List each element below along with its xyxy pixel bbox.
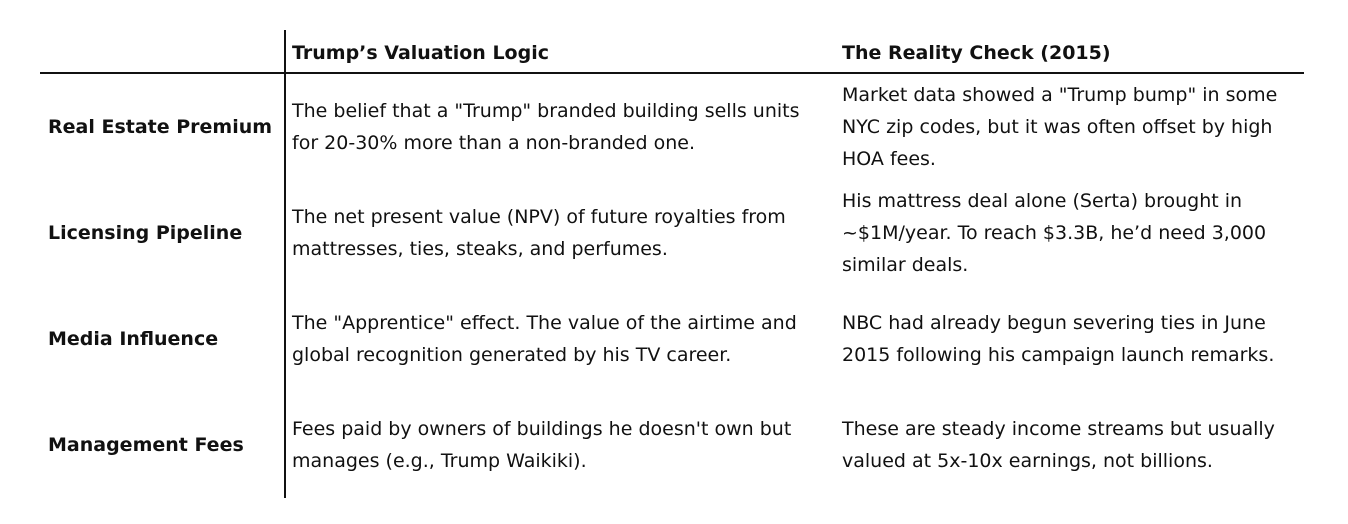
logic-cell: The belief that a "Trump" branded buildi…	[292, 74, 827, 180]
logic-text: The "Apprentice" effect. The value of th…	[292, 312, 797, 366]
logic-text: The net present value (NPV) of future ro…	[292, 206, 786, 260]
header-reality-check: The Reality Check (2015)	[842, 42, 1111, 64]
reality-cell: These are steady income streams but usua…	[842, 392, 1302, 498]
reality-cell: NBC had already begun severing ties in J…	[842, 286, 1302, 392]
reality-text: NBC had already begun severing ties in J…	[842, 312, 1275, 366]
table-row: Real Estate Premium The belief that a "T…	[40, 74, 1304, 180]
reality-text: These are steady income streams but usua…	[842, 418, 1275, 472]
header-divider	[40, 72, 1304, 74]
header-valuation-logic: Trump’s Valuation Logic	[292, 42, 549, 64]
table-row: Media Influence The "Apprentice" effect.…	[40, 286, 1304, 392]
logic-cell: Fees paid by owners of buildings he does…	[292, 392, 827, 498]
reality-text: Market data showed a "Trump bump" in som…	[842, 84, 1278, 170]
reality-cell: His mattress deal alone (Serta) brought …	[842, 180, 1302, 286]
logic-cell: The "Apprentice" effect. The value of th…	[292, 286, 827, 392]
logic-text: The belief that a "Trump" branded buildi…	[292, 100, 800, 154]
column-divider	[284, 30, 286, 498]
logic-cell: The net present value (NPV) of future ro…	[292, 180, 827, 286]
table-row: Licensing Pipeline The net present value…	[40, 180, 1304, 286]
table-row: Management Fees Fees paid by owners of b…	[40, 392, 1304, 498]
row-label: Real Estate Premium	[48, 116, 273, 138]
row-label: Licensing Pipeline	[48, 222, 243, 244]
row-label: Management Fees	[48, 434, 244, 456]
reality-text: His mattress deal alone (Serta) brought …	[842, 190, 1267, 276]
reality-cell: Market data showed a "Trump bump" in som…	[842, 74, 1302, 180]
row-label: Media Influence	[48, 328, 219, 350]
logic-text: Fees paid by owners of buildings he does…	[292, 418, 792, 472]
comparison-table: Trump’s Valuation Logic The Reality Chec…	[40, 30, 1304, 498]
